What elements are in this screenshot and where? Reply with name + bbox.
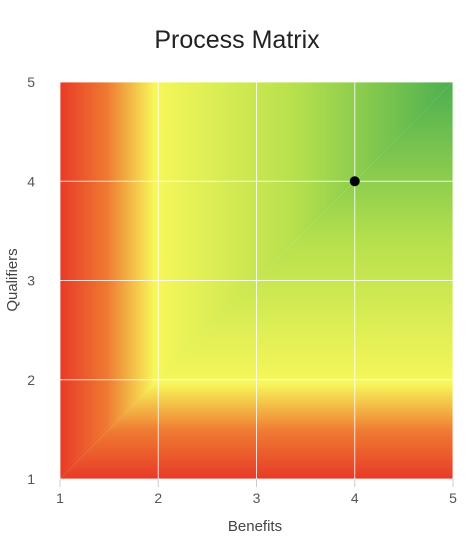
x-tick-label: 1 <box>56 490 64 506</box>
x-tick-label: 2 <box>154 490 162 506</box>
data-points <box>349 176 360 187</box>
y-tick-label: 2 <box>27 372 35 388</box>
y-tick-label: 5 <box>27 74 35 90</box>
x-axis-ticks: 1 2 3 4 5 <box>56 479 457 506</box>
x-tick-label: 3 <box>253 490 261 506</box>
y-tick-label: 4 <box>27 173 35 189</box>
y-tick-label: 3 <box>27 273 35 289</box>
x-axis-label: Benefits <box>228 518 282 535</box>
x-tick-label: 5 <box>449 490 457 506</box>
x-tick-label: 4 <box>351 490 359 506</box>
data-point <box>349 176 360 187</box>
y-tick-label: 1 <box>27 471 35 487</box>
y-axis-ticks: 1 2 3 4 5 <box>27 74 35 487</box>
y-axis-label: Qualifiers <box>4 248 21 311</box>
chart-title: Process Matrix <box>154 26 320 54</box>
